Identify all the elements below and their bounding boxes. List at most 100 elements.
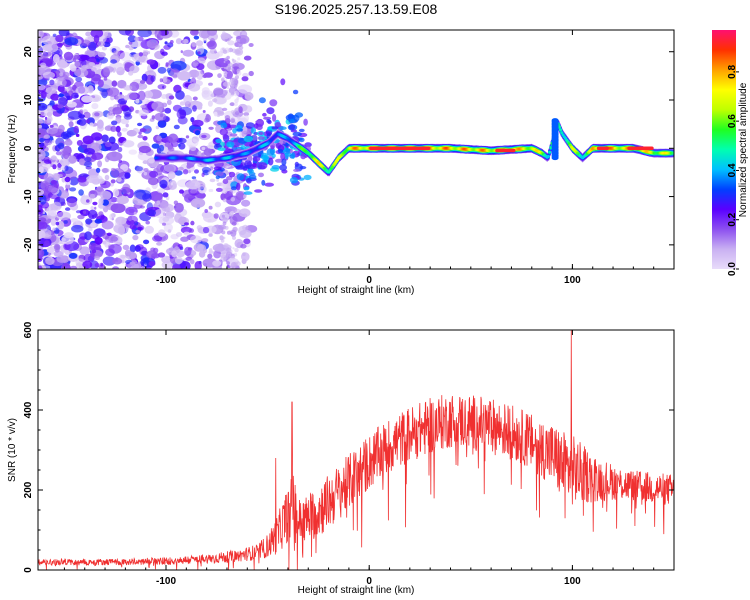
noise-blob bbox=[57, 104, 64, 109]
noise-blob bbox=[244, 115, 249, 122]
noise-blob bbox=[64, 165, 69, 171]
noise-blob bbox=[161, 51, 168, 56]
noise-blob bbox=[98, 211, 104, 217]
noise-blob bbox=[146, 250, 158, 259]
noise-blob bbox=[231, 255, 236, 260]
noise-blob bbox=[70, 65, 77, 72]
noise-blob bbox=[119, 51, 132, 62]
noise-blob bbox=[145, 220, 150, 225]
noise-blob bbox=[262, 112, 267, 117]
noise-blob bbox=[38, 217, 47, 223]
noise-blob bbox=[213, 250, 222, 259]
noise-blob bbox=[226, 86, 230, 89]
noise-blob bbox=[184, 222, 189, 226]
ridge-mark bbox=[551, 118, 559, 123]
noise-blob bbox=[202, 74, 208, 79]
noise-blob bbox=[266, 148, 275, 157]
noise-blob bbox=[190, 235, 202, 244]
noise-blob bbox=[68, 121, 74, 128]
noise-blob bbox=[118, 30, 132, 36]
noise-blob bbox=[248, 43, 254, 47]
noise-blob bbox=[169, 40, 174, 44]
noise-blob bbox=[55, 221, 60, 226]
noise-blob bbox=[86, 199, 90, 203]
noise-blob bbox=[194, 261, 202, 269]
noise-blob bbox=[85, 31, 92, 37]
y-tick-label: -10 bbox=[23, 189, 34, 204]
noise-blob bbox=[248, 174, 257, 180]
noise-blob bbox=[213, 111, 218, 117]
noise-blob bbox=[230, 36, 233, 39]
noise-blob bbox=[257, 162, 268, 170]
noise-blob bbox=[257, 136, 265, 140]
noise-blob bbox=[222, 226, 225, 229]
noise-blob bbox=[38, 37, 43, 43]
noise-blob bbox=[133, 211, 137, 216]
noise-blob bbox=[183, 94, 193, 105]
colorbar-ticks: 0.0 0.2 0.4 0.6 0.8 bbox=[727, 64, 739, 276]
noise-blob bbox=[165, 62, 169, 67]
noise-blob bbox=[222, 49, 228, 55]
noise-blob bbox=[112, 188, 120, 197]
noise-blob bbox=[229, 133, 238, 137]
noise-blob bbox=[175, 38, 183, 45]
noise-blob bbox=[215, 187, 223, 192]
noise-blob bbox=[59, 158, 69, 166]
noise-blob bbox=[193, 35, 200, 40]
noise-blob bbox=[164, 41, 168, 45]
ridge-mark bbox=[560, 131, 564, 135]
noise-blob bbox=[72, 84, 77, 91]
noise-blob bbox=[48, 105, 53, 110]
noise-blob bbox=[227, 40, 235, 46]
noise-blob bbox=[203, 248, 208, 254]
noise-blob bbox=[230, 186, 237, 191]
noise-blob bbox=[50, 93, 60, 101]
noise-blob bbox=[87, 209, 98, 220]
noise-blob bbox=[124, 249, 132, 257]
noise-blob bbox=[186, 138, 199, 148]
noise-blob bbox=[270, 126, 279, 130]
noise-blob bbox=[222, 81, 231, 87]
noise-blob bbox=[235, 261, 241, 267]
noise-blob bbox=[212, 98, 218, 103]
noise-blob bbox=[104, 174, 110, 181]
noise-blob bbox=[139, 128, 147, 133]
x-tick-label: 100 bbox=[564, 275, 581, 286]
noise-blob bbox=[161, 94, 168, 99]
noise-blob bbox=[162, 222, 166, 226]
noise-blob bbox=[196, 105, 203, 110]
noise-blob bbox=[83, 148, 96, 155]
noise-blob bbox=[243, 105, 253, 113]
noise-blob bbox=[228, 212, 233, 216]
noise-blob bbox=[177, 143, 181, 147]
noise-blob bbox=[94, 112, 100, 117]
noise-blob bbox=[48, 128, 62, 137]
noise-blob bbox=[136, 36, 144, 42]
noise-blob bbox=[217, 73, 222, 78]
noise-blob bbox=[226, 141, 235, 148]
noise-blob bbox=[128, 41, 133, 45]
noise-blob bbox=[232, 247, 235, 250]
snr-plot-area bbox=[38, 330, 674, 570]
noise-blob bbox=[201, 90, 215, 101]
noise-blob bbox=[157, 229, 166, 238]
noise-blob bbox=[57, 78, 67, 87]
noise-blob bbox=[70, 218, 78, 223]
noise-blob bbox=[167, 171, 176, 180]
spectrogram-x-axis-title: Height of straight line (km) bbox=[298, 285, 415, 296]
noise-blob bbox=[120, 186, 131, 194]
noise-blob bbox=[146, 59, 155, 65]
noise-blob bbox=[272, 114, 277, 122]
noise-blob bbox=[208, 188, 214, 193]
noise-blob bbox=[100, 190, 112, 200]
noise-blob bbox=[51, 139, 55, 144]
snr-y-axis-title: SNR (10 * v/v) bbox=[7, 418, 18, 482]
noise-blob bbox=[213, 213, 219, 219]
noise-blob bbox=[179, 261, 191, 269]
noise-blob bbox=[64, 87, 71, 91]
noise-blob bbox=[67, 110, 82, 120]
noise-blob bbox=[217, 147, 226, 152]
noise-blob bbox=[280, 152, 286, 161]
noise-blob bbox=[38, 128, 45, 138]
noise-blob bbox=[140, 104, 146, 109]
